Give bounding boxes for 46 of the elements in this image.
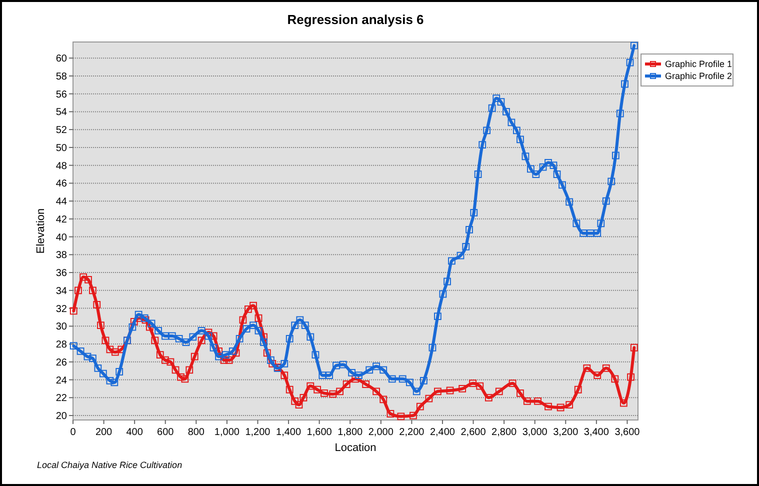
y-tick-label: 38 (56, 250, 68, 262)
y-tick-label: 52 (56, 125, 68, 136)
x-tick-label: 1,600 (306, 427, 332, 438)
y-tick-label: 48 (56, 160, 68, 172)
x-tick-label: 3,000 (522, 427, 548, 438)
x-tick-label: 1,400 (276, 427, 302, 438)
x-tick-label: 0 (70, 427, 76, 438)
y-tick-label: 28 (56, 340, 68, 351)
text: Local Chaiya Native Rice Cultivation (37, 460, 182, 470)
x-tick-label: 1,200 (245, 427, 271, 438)
x-tick-label: 3,200 (553, 427, 579, 438)
y-axis-title: Elevation (35, 208, 47, 254)
chart-title: Regression analysis 6 (287, 12, 424, 27)
y-tick-label: 36 (56, 268, 68, 280)
x-tick-label: 2,800 (492, 427, 518, 438)
x-tick-label: 1,000 (214, 427, 240, 438)
legend-label: Graphic Profile 2 (665, 71, 732, 82)
y-tick-label: 22 (56, 393, 68, 404)
x-tick-label: 2,400 (430, 427, 456, 438)
y-tick-label: 34 (56, 286, 68, 297)
x-tick-label: 600 (157, 427, 174, 438)
y-tick-label: 60 (56, 54, 68, 65)
x-tick-label: 2,200 (399, 427, 425, 438)
x-tick-label: 1,800 (338, 427, 364, 438)
y-tick-label: 50 (56, 142, 68, 154)
y-tick-label: 54 (56, 107, 68, 118)
x-tick-label: 3,400 (584, 427, 610, 438)
x-axis-title: Location (334, 442, 376, 454)
y-tick-label: 40 (56, 232, 68, 244)
x-tick-label: 800 (188, 427, 205, 438)
y-tick-label: 20 (56, 411, 68, 422)
y-tick-label: 46 (56, 178, 68, 190)
y-tick-label: 30 (56, 322, 68, 333)
y-tick-label: 58 (56, 71, 68, 82)
y-tick-label: 56 (56, 89, 68, 100)
x-tick-label: 2,000 (368, 427, 394, 438)
x-tick-label: 400 (126, 427, 144, 438)
y-tick-label: 44 (56, 196, 68, 208)
y-tick-label: 24 (56, 375, 68, 386)
y-tick-label: 42 (56, 214, 68, 226)
x-tick-label: 3,600 (614, 427, 640, 438)
y-tick-label: 32 (56, 304, 68, 315)
y-tick-label: 26 (56, 357, 68, 368)
x-tick-label: 2,600 (460, 427, 486, 438)
x-tick-label: 200 (95, 427, 113, 438)
legend-label: Graphic Profile 1 (665, 59, 732, 70)
